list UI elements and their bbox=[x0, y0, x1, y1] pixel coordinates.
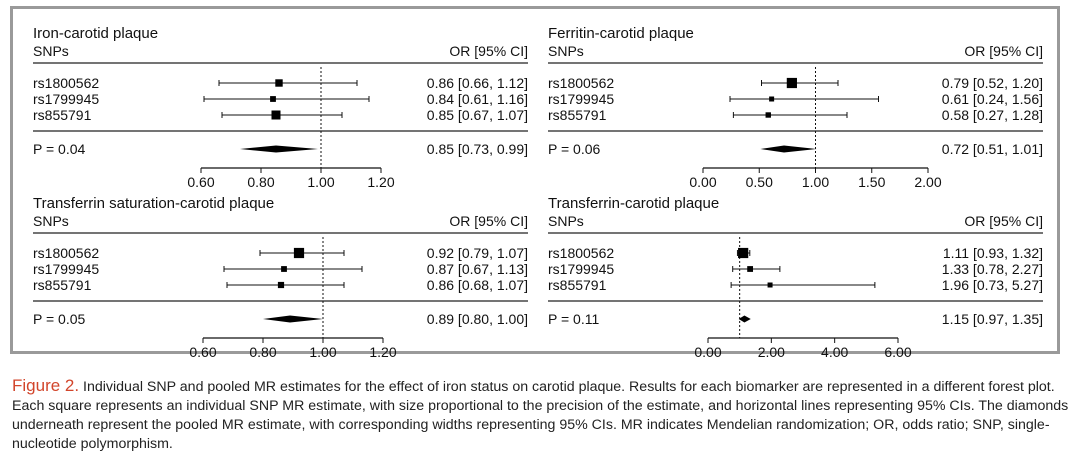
column-header-or: OR [95% CI] bbox=[449, 213, 528, 229]
forest-plot-transferrin-saturation: Transferrin saturation-carotid plaque SNP… bbox=[33, 193, 533, 363]
or-ci-value: 0.79 [0.52, 1.20] bbox=[942, 75, 1043, 91]
x-tick-label: 1.00 bbox=[307, 174, 334, 190]
or-ci-value: 0.61 [0.24, 1.56] bbox=[942, 91, 1043, 107]
figure-caption: Figure 2. Individual SNP and pooled MR e… bbox=[12, 376, 1072, 454]
forest-plot-ferritin: Ferritin-carotid plaque SNPs OR [95% CI] rs… bbox=[548, 23, 1048, 193]
panel-title: Ferritin-carotid plaque bbox=[548, 25, 694, 42]
estimate-square bbox=[271, 110, 281, 120]
estimate-square bbox=[765, 112, 771, 118]
column-header-snps: SNPs bbox=[33, 43, 69, 59]
x-tick-label: 1.00 bbox=[309, 344, 336, 360]
snp-label: rs855791 bbox=[548, 107, 607, 123]
x-tick-label: 6.00 bbox=[884, 344, 911, 360]
p-value: P = 0.05 bbox=[33, 311, 86, 327]
snp-label: rs1799945 bbox=[548, 261, 614, 277]
or-ci-value: 0.86 [0.68, 1.07] bbox=[427, 277, 528, 293]
pooled-diamond bbox=[240, 145, 318, 153]
pooled-or-value: 1.15 [0.97, 1.35] bbox=[942, 311, 1043, 327]
x-tick-label: 0.00 bbox=[694, 344, 721, 360]
pooled-diamond bbox=[738, 315, 751, 323]
figure-frame: Iron-carotid plaque SNPs OR [95% CI] rs1800… bbox=[10, 6, 1060, 360]
estimate-square bbox=[786, 77, 797, 89]
snp-label: rs1799945 bbox=[33, 91, 99, 107]
column-header-snps: SNPs bbox=[548, 213, 584, 229]
or-ci-value: 0.84 [0.61, 1.16] bbox=[427, 91, 528, 107]
snp-label: rs855791 bbox=[548, 277, 607, 293]
snp-label: rs1799945 bbox=[33, 261, 99, 277]
forest-plot-transferrin: Transferrin-carotid plaque SNPs OR [95% CI… bbox=[548, 193, 1048, 363]
x-tick-label: 4.00 bbox=[821, 344, 848, 360]
x-tick-label: 0.50 bbox=[746, 174, 773, 190]
estimate-square bbox=[277, 281, 285, 289]
snp-label: rs855791 bbox=[33, 107, 92, 123]
snp-label: rs1800562 bbox=[548, 245, 614, 261]
or-ci-value: 1.96 [0.73, 5.27] bbox=[942, 277, 1043, 293]
x-tick-label: 0.80 bbox=[249, 344, 276, 360]
x-tick-label: 1.50 bbox=[858, 174, 885, 190]
x-tick-label: 1.00 bbox=[802, 174, 829, 190]
estimate-square bbox=[281, 266, 287, 272]
panel-title: Transferrin saturation-carotid plaque bbox=[33, 195, 274, 212]
or-ci-value: 0.87 [0.67, 1.13] bbox=[427, 261, 528, 277]
panel-title: Iron-carotid plaque bbox=[33, 25, 158, 42]
column-header-or: OR [95% CI] bbox=[964, 43, 1043, 59]
forest-plot-iron: Iron-carotid plaque SNPs OR [95% CI] rs1800… bbox=[33, 23, 533, 193]
p-value: P = 0.11 bbox=[548, 311, 599, 327]
column-header-or: OR [95% CI] bbox=[964, 213, 1043, 229]
estimate-square bbox=[769, 96, 775, 102]
snp-label: rs1800562 bbox=[548, 75, 614, 91]
forest-svg: Transferrin saturation-carotid plaqueSNP… bbox=[33, 195, 528, 360]
pooled-or-value: 0.85 [0.73, 0.99] bbox=[427, 141, 528, 157]
x-tick-label: 1.20 bbox=[369, 344, 396, 360]
panel-title: Transferrin-carotid plaque bbox=[548, 195, 719, 212]
estimate-square bbox=[738, 247, 749, 259]
caption-label: Figure 2. bbox=[12, 376, 80, 395]
x-tick-label: 0.00 bbox=[689, 174, 716, 190]
caption-text: Individual SNP and pooled MR estimates f… bbox=[12, 379, 1069, 452]
estimate-square bbox=[293, 247, 305, 259]
estimate-square bbox=[275, 79, 283, 87]
snp-label: rs1800562 bbox=[33, 75, 99, 91]
or-ci-value: 0.92 [0.79, 1.07] bbox=[427, 245, 528, 261]
pooled-or-value: 0.89 [0.80, 1.00] bbox=[427, 311, 528, 327]
x-tick-label: 0.80 bbox=[247, 174, 274, 190]
column-header-snps: SNPs bbox=[33, 213, 69, 229]
x-tick-label: 1.20 bbox=[367, 174, 394, 190]
or-ci-value: 0.85 [0.67, 1.07] bbox=[427, 107, 528, 123]
x-tick-label: 2.00 bbox=[758, 344, 785, 360]
estimate-square bbox=[767, 282, 773, 288]
snp-label: rs1800562 bbox=[33, 245, 99, 261]
estimate-square bbox=[747, 266, 754, 272]
snp-label: rs1799945 bbox=[548, 91, 614, 107]
or-ci-value: 1.11 [0.93, 1.32] bbox=[943, 245, 1043, 261]
x-tick-label: 2.00 bbox=[914, 174, 941, 190]
or-ci-value: 0.58 [0.27, 1.28] bbox=[942, 107, 1043, 123]
estimate-square bbox=[270, 96, 276, 102]
column-header-snps: SNPs bbox=[548, 43, 584, 59]
pooled-or-value: 0.72 [0.51, 1.01] bbox=[942, 141, 1043, 157]
pooled-diamond bbox=[760, 145, 817, 153]
snp-label: rs855791 bbox=[33, 277, 92, 293]
p-value: P = 0.04 bbox=[33, 141, 86, 157]
p-value: P = 0.06 bbox=[548, 141, 601, 157]
or-ci-value: 1.33 [0.78, 2.27] bbox=[942, 261, 1043, 277]
x-tick-label: 0.60 bbox=[189, 344, 216, 360]
column-header-or: OR [95% CI] bbox=[449, 43, 528, 59]
or-ci-value: 0.86 [0.66, 1.12] bbox=[427, 75, 528, 91]
x-tick-label: 0.60 bbox=[187, 174, 214, 190]
pooled-diamond bbox=[263, 315, 323, 323]
